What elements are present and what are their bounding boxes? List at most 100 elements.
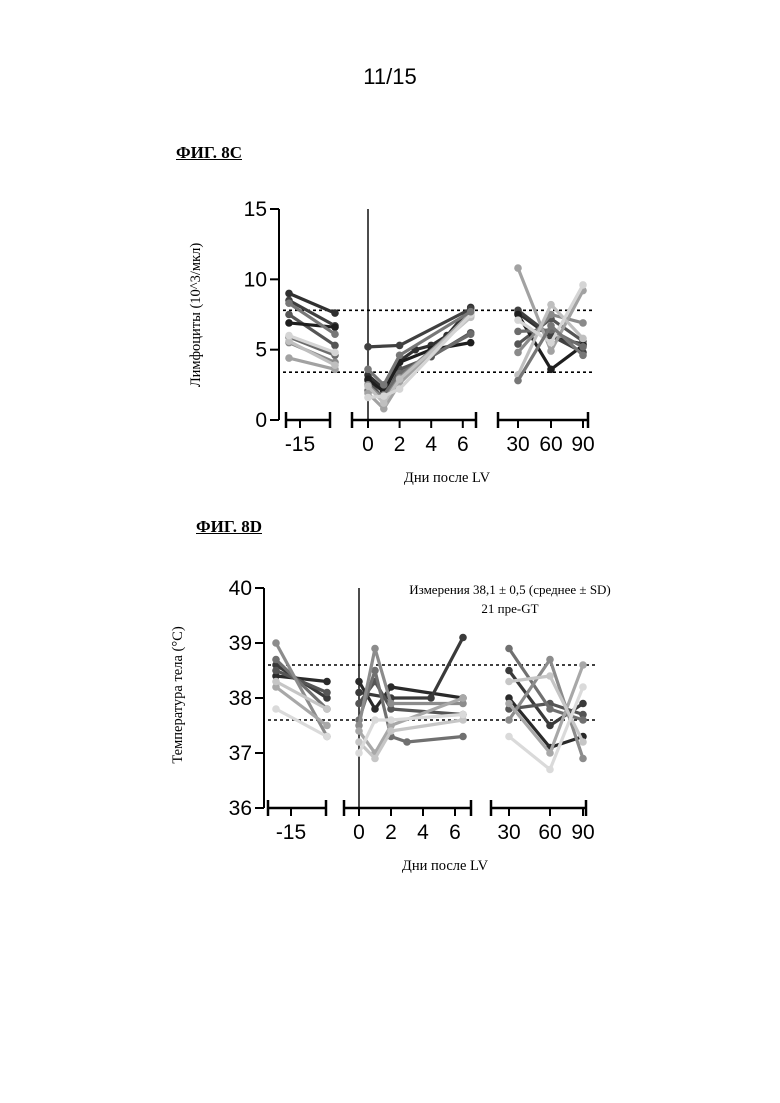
data-point [579, 319, 587, 327]
data-point [514, 316, 522, 324]
x-tick-label: 0 [362, 433, 374, 456]
data-point [467, 339, 475, 347]
data-point [459, 733, 467, 741]
data-point [380, 392, 388, 400]
data-point [396, 375, 404, 383]
x-axis-title: Дни после LV [404, 470, 491, 486]
data-point [355, 727, 363, 735]
data-point [323, 733, 331, 741]
data-point [364, 382, 372, 390]
data-point [355, 689, 363, 697]
data-point [546, 705, 554, 713]
x-tick-label: 0 [353, 821, 365, 844]
data-point [331, 349, 339, 357]
data-point [579, 683, 587, 691]
y-tick-label: 5 [255, 339, 267, 362]
data-point [459, 634, 467, 642]
x-tick-label: 90 [571, 821, 594, 844]
x-tick-label: 30 [497, 821, 520, 844]
data-point [364, 366, 372, 374]
data-point [380, 399, 388, 407]
data-point [272, 678, 280, 686]
data-point [272, 667, 280, 675]
data-point [546, 749, 554, 757]
annotation-line: Измерения 38,1 ± 0,5 (среднее ± SD) [409, 582, 611, 597]
x-tick-label: 60 [539, 433, 562, 456]
data-point [331, 309, 339, 317]
data-point [547, 366, 555, 374]
data-point [467, 308, 475, 316]
data-point [579, 755, 587, 763]
y-axis-title: Температура тела (°C) [170, 626, 186, 763]
y-tick-label: 15 [244, 198, 267, 221]
data-point [285, 311, 293, 319]
data-point [579, 716, 587, 724]
data-point [514, 349, 522, 357]
figure-8d-label: ФИГ. 8D [196, 517, 262, 537]
data-point [546, 672, 554, 680]
data-point [371, 645, 379, 653]
data-point [272, 705, 280, 713]
data-point [505, 700, 513, 708]
data-point [505, 678, 513, 686]
data-point [579, 335, 587, 343]
y-tick-label: 10 [244, 268, 267, 291]
data-point [396, 351, 404, 359]
data-point [514, 377, 522, 385]
page-number: 11/15 [0, 64, 780, 90]
y-axis-title: Лимфоциты (10^3/мкл) [188, 243, 204, 388]
data-point [371, 755, 379, 763]
temperature-chart: 3637383940Температура тела (°C)-15024630… [0, 570, 780, 880]
x-axis-title: Дни после LV [402, 858, 489, 874]
data-point [323, 722, 331, 730]
data-point [467, 330, 475, 338]
data-point [323, 678, 331, 686]
x-tick-label: 60 [538, 821, 561, 844]
x-tick-label: 6 [457, 433, 469, 456]
data-point [364, 394, 372, 402]
x-tick-label: 4 [425, 433, 437, 456]
data-point [371, 705, 379, 713]
data-point [272, 656, 280, 664]
y-tick-label: 40 [229, 577, 252, 600]
data-point [387, 700, 395, 708]
data-point [579, 661, 587, 669]
data-point [579, 700, 587, 708]
x-tick-label: 6 [449, 821, 461, 844]
data-point [547, 322, 555, 330]
data-point [272, 639, 280, 647]
data-point [323, 705, 331, 713]
data-point [547, 301, 555, 309]
data-point [285, 290, 293, 298]
data-point [505, 733, 513, 741]
data-point [371, 716, 379, 724]
data-point [331, 342, 339, 350]
data-point [579, 281, 587, 289]
data-point [355, 678, 363, 686]
data-point [459, 711, 467, 719]
data-point [285, 319, 293, 327]
y-tick-label: 36 [229, 797, 252, 820]
data-point [546, 766, 554, 774]
data-point [364, 343, 372, 351]
x-tick-label: -15 [276, 821, 306, 844]
x-tick-label: 2 [385, 821, 397, 844]
y-tick-label: 37 [229, 742, 252, 765]
data-point [546, 722, 554, 730]
x-tick-label: 2 [394, 433, 406, 456]
data-point [514, 340, 522, 348]
data-point [547, 347, 555, 355]
data-point [403, 738, 411, 746]
data-point [579, 738, 587, 746]
data-point [505, 645, 513, 653]
y-tick-label: 0 [255, 409, 267, 432]
data-point [514, 264, 522, 272]
data-point [323, 689, 331, 697]
data-point [285, 299, 293, 307]
data-point [331, 330, 339, 338]
data-point [579, 351, 587, 359]
figure-8c-label: ФИГ. 8C [176, 143, 242, 163]
data-point [387, 716, 395, 724]
data-point [505, 667, 513, 675]
lymphocytes-chart: 051015Лимфоциты (10^3/мкл)-150246306090Д… [0, 190, 780, 490]
